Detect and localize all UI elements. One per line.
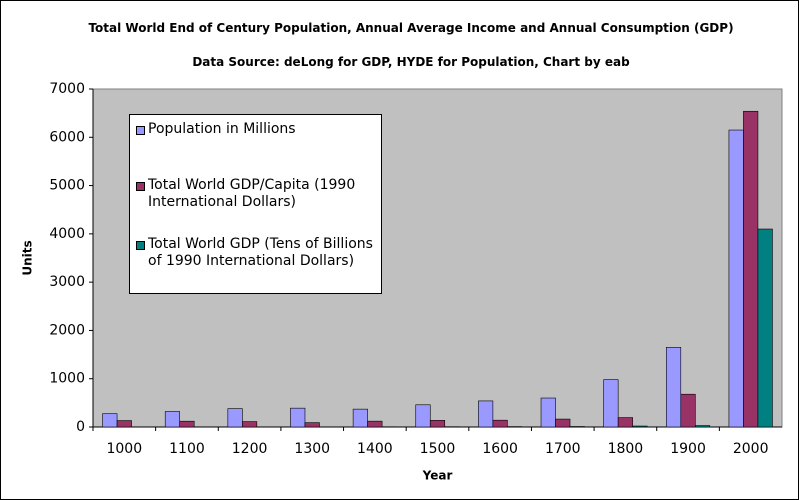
y-tick-label: 5000 <box>49 178 85 194</box>
x-tick-label: 1700 <box>545 441 581 457</box>
legend: Population in Millions Total World GDP/Ca… <box>129 114 382 294</box>
y-tick-label: 1000 <box>49 371 85 387</box>
x-tick-label: 1000 <box>106 441 142 457</box>
x-tick-label: 1400 <box>357 441 393 457</box>
chart-title: Total World End of Century Population, A… <box>88 21 734 35</box>
bar <box>617 417 633 428</box>
bar <box>415 404 431 428</box>
x-tick-label: 1200 <box>232 441 268 457</box>
bar <box>227 408 243 428</box>
bar <box>429 420 446 428</box>
x-tick-label: 1500 <box>420 441 456 457</box>
x-axis-label: Year <box>422 469 453 483</box>
bar <box>179 420 195 428</box>
y-tick-label: 0 <box>76 419 85 435</box>
bar <box>743 110 759 428</box>
legend-item: Population in Millions <box>136 121 388 138</box>
bar <box>757 228 773 428</box>
legend-swatch <box>136 241 145 250</box>
bar <box>492 419 508 428</box>
bar <box>352 408 368 428</box>
legend-swatch <box>136 126 145 135</box>
x-tick-label: 1100 <box>169 441 205 457</box>
y-tick-label: 4000 <box>49 226 85 242</box>
bar <box>632 425 648 428</box>
x-tick-label: 1900 <box>670 441 706 457</box>
legend-label: Population in Millions <box>148 121 296 137</box>
chart-subtitle: Data Source: deLong for GDP, HYDE for Po… <box>192 55 630 69</box>
y-tick-label: 7000 <box>49 81 85 97</box>
legend-item: Total World GDP/Capita (1990 Internation… <box>136 177 388 211</box>
y-tick-label: 2000 <box>49 322 85 338</box>
legend-label: Total World GDP (Tens of Billions of 199… <box>148 236 373 269</box>
bar <box>680 393 696 428</box>
legend-label: Total World GDP/Capita (1990 Internation… <box>148 177 356 210</box>
y-tick-label: 6000 <box>49 129 85 145</box>
x-tick-label: 2000 <box>733 441 769 457</box>
bar <box>304 422 320 428</box>
x-tick-label: 1300 <box>294 441 330 457</box>
legend-item: Total World GDP (Tens of Billions of 199… <box>136 236 388 270</box>
bar <box>555 418 571 428</box>
bar <box>290 407 306 428</box>
y-tick-label: 3000 <box>49 274 85 290</box>
bar <box>116 420 132 428</box>
bar <box>367 420 383 428</box>
legend-swatch <box>136 182 145 191</box>
bar <box>164 411 181 428</box>
bar <box>603 379 619 428</box>
y-axis-label: Units <box>21 240 35 275</box>
bar <box>242 421 258 428</box>
bar <box>665 347 682 428</box>
x-tick-label: 1600 <box>482 441 518 457</box>
bar <box>102 413 118 428</box>
x-tick-label: 1800 <box>608 441 644 457</box>
bar <box>540 397 556 428</box>
bar <box>478 400 494 428</box>
bar <box>728 129 744 428</box>
bar <box>694 425 711 428</box>
